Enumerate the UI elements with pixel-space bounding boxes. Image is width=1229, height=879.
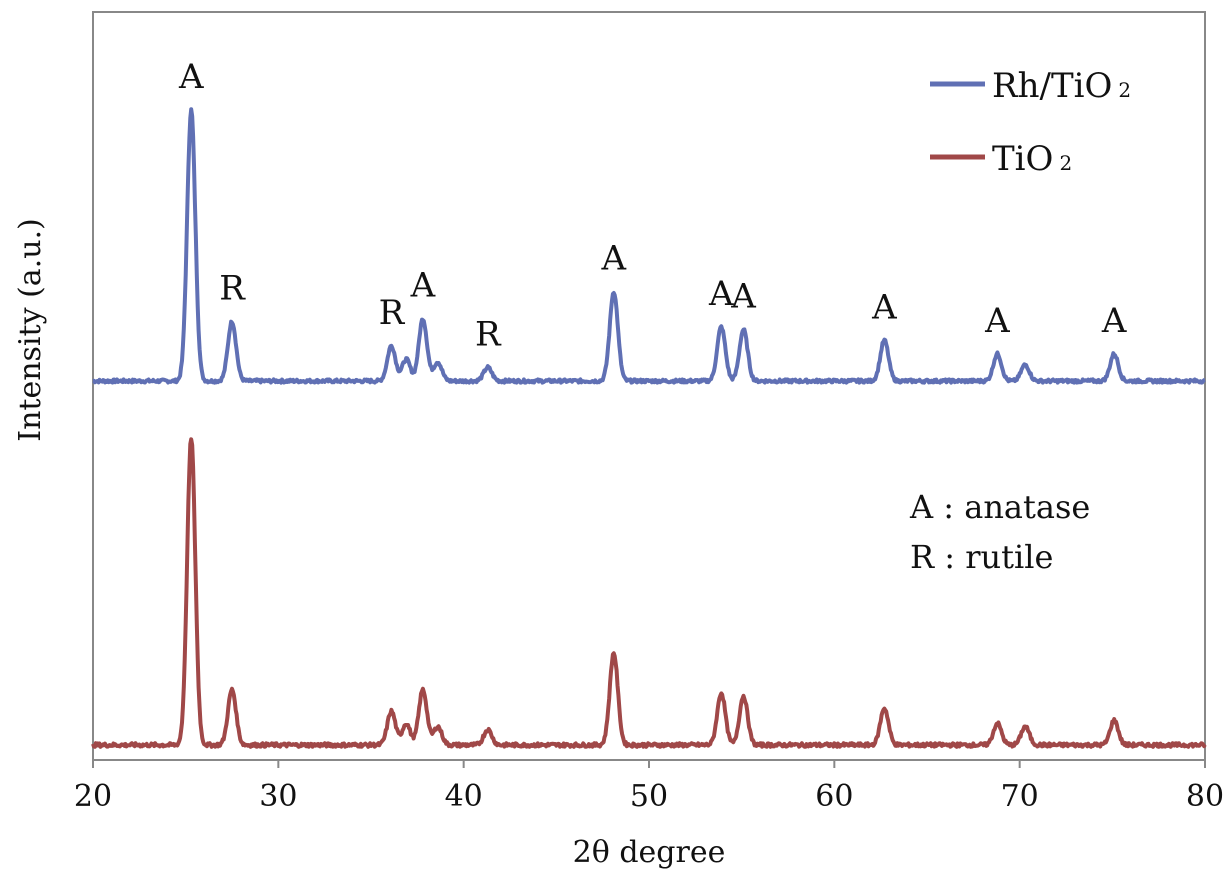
- x-tick-label: 70: [1001, 779, 1039, 814]
- x-axis-title: 2θ degree: [573, 835, 726, 870]
- x-tick-label: 40: [445, 779, 483, 814]
- legend-label-tio2-main: TiO: [992, 139, 1053, 179]
- peak-label: A: [178, 57, 204, 97]
- series-layer: [91, 107, 1207, 749]
- peak-label: A: [601, 239, 627, 279]
- legend-label-rh-tio2: Rh/TiO 2: [992, 66, 1131, 106]
- y-axis-title: Intensity (a.u.): [13, 218, 48, 442]
- legend-label-tio2-sub: 2: [1059, 151, 1072, 175]
- legend-label-tio2: TiO 2: [992, 139, 1072, 179]
- plot-area: [92, 11, 1206, 761]
- phase-key: A : anatase R : rutile: [909, 488, 1090, 576]
- series-line-rh-tio2: [91, 107, 1207, 385]
- peak-label: R: [379, 293, 406, 333]
- legend: Rh/TiO 2 TiO 2: [930, 66, 1131, 179]
- peak-label: A: [1101, 301, 1127, 341]
- legend-label-rh-tio2-main: Rh/TiO: [992, 66, 1112, 106]
- x-tick-label: 30: [259, 779, 297, 814]
- peak-label: A: [410, 266, 436, 306]
- x-tick-label: 60: [815, 779, 853, 814]
- x-tick-label: 20: [74, 779, 112, 814]
- x-axis-tick-labels: 20 30 40 50 60 70 80: [74, 779, 1224, 814]
- x-axis-ticks: [92, 760, 1206, 768]
- peak-label: A: [708, 274, 734, 314]
- peak-label: R: [219, 268, 246, 308]
- legend-label-rh-tio2-sub: 2: [1118, 78, 1131, 102]
- x-tick-label: 80: [1186, 779, 1224, 814]
- series-line-tio2: [91, 437, 1207, 749]
- phase-key-rutile: R : rutile: [910, 538, 1053, 576]
- x-tick-label: 50: [630, 779, 668, 814]
- peak-label: A: [730, 277, 756, 317]
- phase-key-anatase: A : anatase: [909, 488, 1090, 526]
- peak-label: A: [871, 287, 897, 327]
- peak-label: R: [475, 314, 502, 354]
- peak-label: A: [984, 301, 1010, 341]
